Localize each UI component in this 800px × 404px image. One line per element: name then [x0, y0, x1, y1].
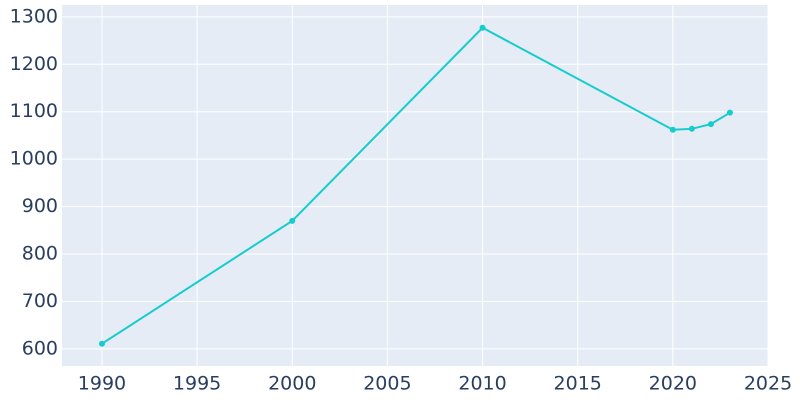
x-tick-label: 2000: [268, 373, 316, 395]
x-tick-label: 1995: [173, 373, 221, 395]
x-tick-label: 2020: [649, 373, 697, 395]
y-tick-label: 1000: [10, 148, 58, 170]
x-tick-label: 2025: [744, 373, 792, 395]
point: [479, 24, 486, 31]
point: [688, 125, 695, 132]
x-tick-label: 2005: [363, 373, 411, 395]
point: [707, 121, 714, 128]
point: [98, 340, 105, 347]
y-tick-label: 1100: [10, 100, 58, 122]
y-tick-label: 900: [22, 195, 58, 217]
x-tick-label: 2015: [554, 373, 602, 395]
y-tick-label: 1200: [10, 53, 58, 75]
point: [289, 217, 296, 224]
x-tick-label: 2010: [458, 373, 506, 395]
y-tick-label: 1300: [10, 5, 58, 27]
plot-area: [62, 5, 768, 366]
y-tick-label: 600: [22, 337, 58, 359]
point: [726, 109, 733, 116]
y-tick-label: 800: [22, 243, 58, 265]
y-tick-label: 700: [22, 290, 58, 312]
point: [669, 126, 676, 133]
x-tick-label: 1990: [78, 373, 126, 395]
